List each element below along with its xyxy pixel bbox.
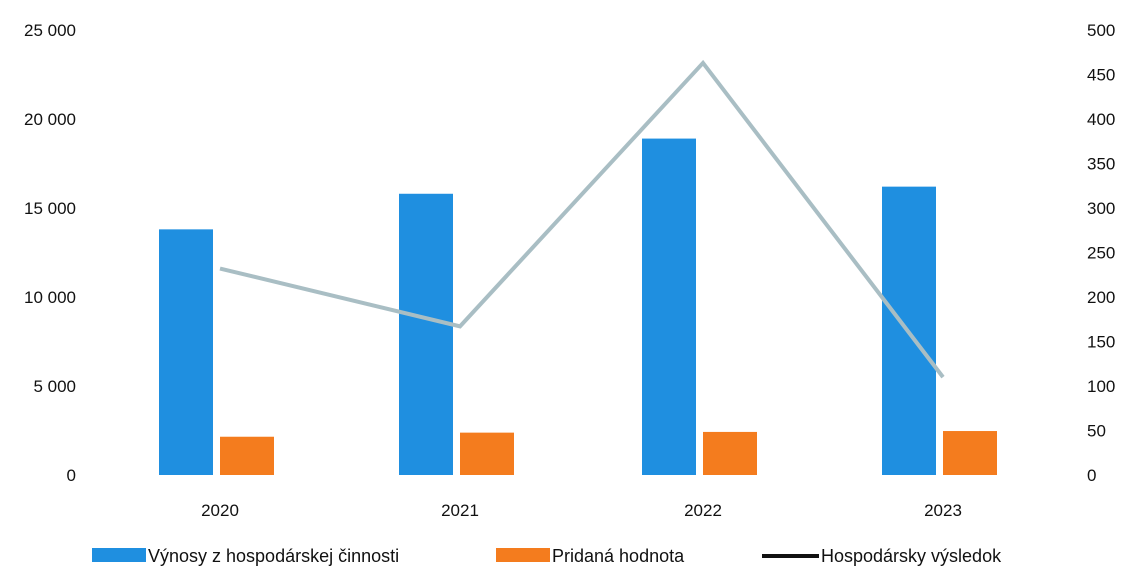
right-tick-label: 350: [1087, 155, 1115, 174]
legend-swatch: [496, 548, 550, 562]
right-tick-label: 200: [1087, 288, 1115, 307]
line-layer: [219, 59, 945, 379]
left-tick-label: 10 000: [24, 288, 76, 307]
right-tick-label: 150: [1087, 333, 1115, 352]
bar-vynosy-z-hospodarskej-cinnosti-2021: [399, 193, 453, 475]
x-tick-label-2023: 2023: [924, 501, 962, 520]
right-tick-label: 0: [1087, 466, 1096, 485]
legend-item-vynosy-z-hospodarskej-cinnosti: Výnosy z hospodárskej činnosti: [92, 546, 399, 566]
bar-vynosy-z-hospodarskej-cinnosti-2022: [642, 138, 696, 475]
right-tick-label: 250: [1087, 244, 1115, 263]
right-tick-label: 300: [1087, 199, 1115, 218]
left-tick-label: 25 000: [24, 21, 76, 40]
line-hospodarsky-vysledok: [219, 59, 945, 379]
right-axis: 0 50 100 150 200 250 300 350 400 450 500: [1087, 21, 1115, 485]
legend: Výnosy z hospodárskej činnosti Pridaná ho…: [92, 546, 1002, 566]
bar-pridana-hodnota-2023: [943, 431, 997, 475]
right-tick-label: 400: [1087, 110, 1115, 129]
bar-pridana-hodnota-2021: [460, 432, 514, 475]
legend-item-hospodarsky-vysledok: Hospodársky výsledok: [762, 546, 1002, 566]
x-tick-label-2022: 2022: [684, 501, 722, 520]
bar-pridana-hodnota-2022: [703, 431, 757, 475]
bar-pridana-hodnota-2020: [220, 436, 274, 475]
left-tick-label: 5 000: [33, 377, 76, 396]
legend-label: Pridaná hodnota: [552, 546, 685, 566]
x-tick-label-2020: 2020: [201, 501, 239, 520]
right-tick-label: 50: [1087, 422, 1106, 441]
bars-layer: [159, 138, 997, 475]
left-tick-label: 20 000: [24, 110, 76, 129]
legend-label: Výnosy z hospodárskej činnosti: [148, 546, 399, 566]
bar-vynosy-z-hospodarskej-cinnosti-2020: [159, 229, 213, 475]
right-tick-label: 450: [1087, 66, 1115, 85]
legend-item-pridana-hodnota: Pridaná hodnota: [496, 546, 685, 566]
x-tick-label-2021: 2021: [441, 501, 479, 520]
x-axis: 2020 2021 2022 2023: [201, 501, 962, 520]
left-tick-label: 0: [67, 466, 76, 485]
legend-line-swatch: [762, 554, 819, 558]
legend-label: Hospodársky výsledok: [821, 546, 1002, 566]
left-axis: 0 5 000 10 000 15 000 20 000 25 000: [24, 21, 76, 485]
left-tick-label: 15 000: [24, 199, 76, 218]
legend-swatch: [92, 548, 146, 562]
right-tick-label: 100: [1087, 377, 1115, 396]
right-tick-label: 500: [1087, 21, 1115, 40]
